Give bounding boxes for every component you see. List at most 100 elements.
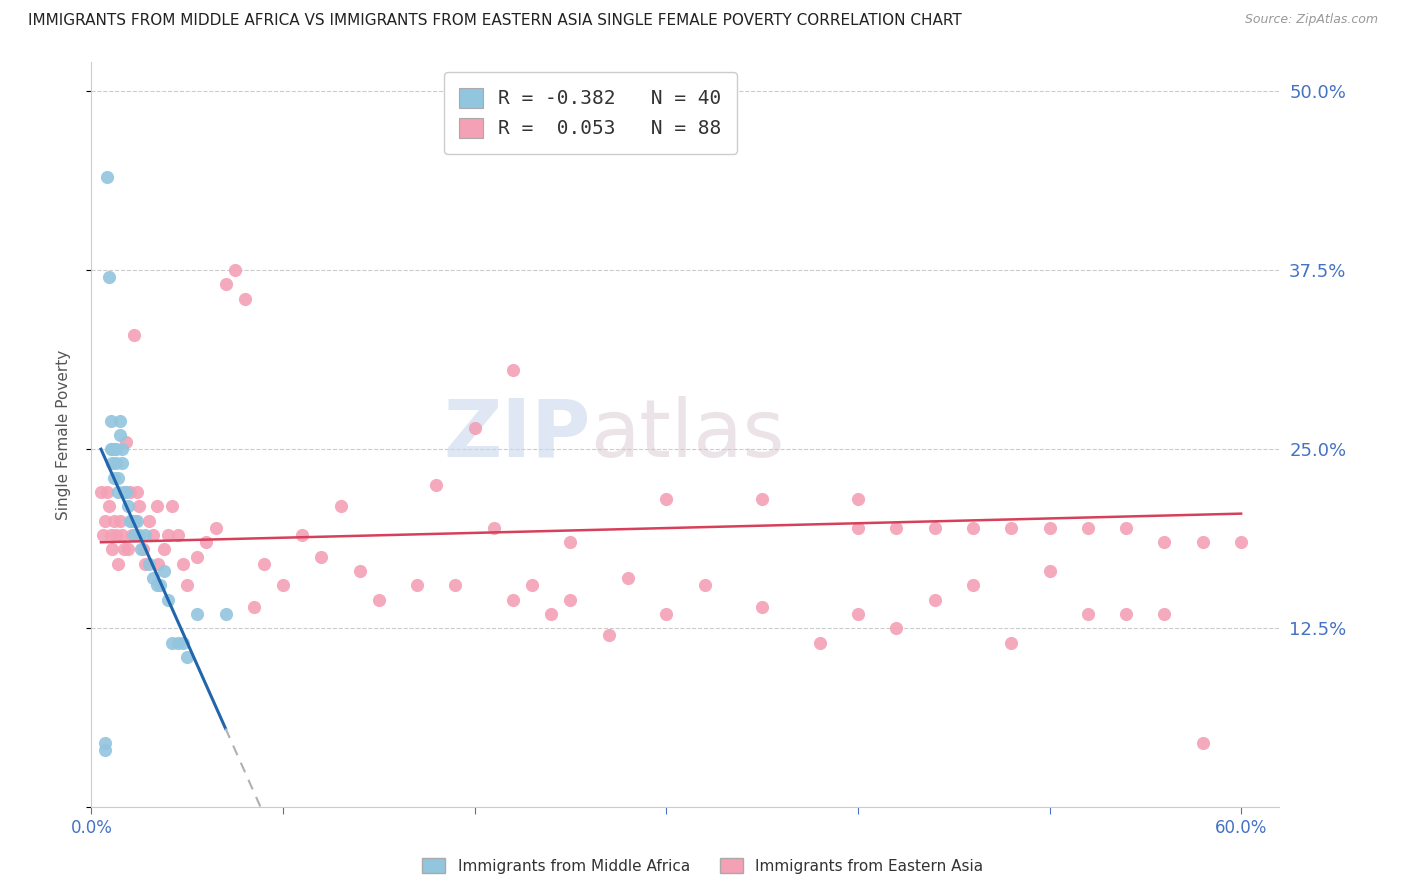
Point	[96, 169, 118, 184]
Point	[160, 635, 183, 649]
Point	[101, 457, 124, 471]
Point	[107, 557, 129, 571]
Point	[751, 599, 773, 614]
Point	[195, 535, 218, 549]
Point	[132, 542, 155, 557]
Point	[560, 592, 582, 607]
Point	[924, 521, 946, 535]
Point	[127, 514, 149, 528]
Point	[425, 478, 447, 492]
Point	[90, 485, 112, 500]
Point	[100, 442, 122, 457]
Point	[107, 485, 129, 500]
Y-axis label: Single Female Poverty: Single Female Poverty	[56, 350, 70, 520]
Point	[502, 363, 524, 377]
Point	[962, 578, 984, 592]
Point	[205, 521, 228, 535]
Point	[808, 635, 831, 649]
Point	[142, 571, 165, 585]
Point	[124, 514, 146, 528]
Point	[176, 649, 198, 664]
Point	[166, 528, 188, 542]
Point	[138, 514, 160, 528]
Point	[884, 621, 907, 635]
Point	[1038, 521, 1060, 535]
Point	[1077, 607, 1099, 621]
Point	[129, 542, 152, 557]
Point	[751, 492, 773, 507]
Point	[105, 457, 128, 471]
Text: ZIP: ZIP	[443, 396, 591, 474]
Point	[103, 471, 125, 485]
Point	[115, 435, 138, 450]
Text: Source: ZipAtlas.com: Source: ZipAtlas.com	[1244, 13, 1378, 27]
Point	[145, 578, 167, 592]
Point	[117, 500, 139, 514]
Point	[105, 442, 128, 457]
Point	[224, 263, 246, 277]
Point	[1153, 535, 1175, 549]
Point	[214, 277, 236, 292]
Point	[176, 578, 198, 592]
Point	[540, 607, 562, 621]
Point	[1191, 535, 1213, 549]
Point	[148, 557, 170, 571]
Point	[186, 549, 208, 564]
Point	[655, 607, 678, 621]
Point	[108, 413, 131, 427]
Point	[598, 628, 620, 642]
Point	[112, 542, 135, 557]
Legend: R = -0.382   N = 40, R =  0.053   N = 88: R = -0.382 N = 40, R = 0.053 N = 88	[444, 72, 737, 154]
Point	[122, 528, 145, 542]
Point	[329, 500, 352, 514]
Legend: Immigrants from Middle Africa, Immigrants from Eastern Asia: Immigrants from Middle Africa, Immigrant…	[416, 852, 990, 880]
Point	[560, 535, 582, 549]
Point	[153, 542, 176, 557]
Point	[271, 578, 294, 592]
Point	[349, 564, 371, 578]
Point	[96, 485, 118, 500]
Point	[100, 413, 122, 427]
Point	[128, 528, 150, 542]
Point	[91, 528, 114, 542]
Point	[108, 514, 131, 528]
Point	[1115, 521, 1137, 535]
Point	[962, 521, 984, 535]
Point	[117, 542, 139, 557]
Point	[157, 528, 180, 542]
Point	[367, 592, 389, 607]
Point	[617, 571, 640, 585]
Point	[502, 592, 524, 607]
Point	[693, 578, 716, 592]
Point	[107, 471, 129, 485]
Point	[121, 528, 143, 542]
Point	[134, 557, 156, 571]
Point	[1000, 635, 1022, 649]
Text: atlas: atlas	[591, 396, 785, 474]
Point	[111, 442, 134, 457]
Point	[138, 557, 160, 571]
Point	[444, 578, 467, 592]
Point	[94, 736, 117, 750]
Point	[127, 485, 149, 500]
Point	[121, 514, 143, 528]
Point	[186, 607, 208, 621]
Point	[112, 485, 135, 500]
Point	[406, 578, 429, 592]
Point	[97, 270, 120, 285]
Point	[149, 578, 172, 592]
Point	[122, 327, 145, 342]
Point	[1115, 607, 1137, 621]
Point	[100, 528, 122, 542]
Point	[160, 500, 183, 514]
Point	[846, 521, 869, 535]
Point	[118, 514, 141, 528]
Point	[291, 528, 314, 542]
Point	[142, 528, 165, 542]
Point	[924, 592, 946, 607]
Point	[103, 514, 125, 528]
Point	[172, 557, 194, 571]
Point	[253, 557, 276, 571]
Point	[482, 521, 505, 535]
Point	[214, 607, 236, 621]
